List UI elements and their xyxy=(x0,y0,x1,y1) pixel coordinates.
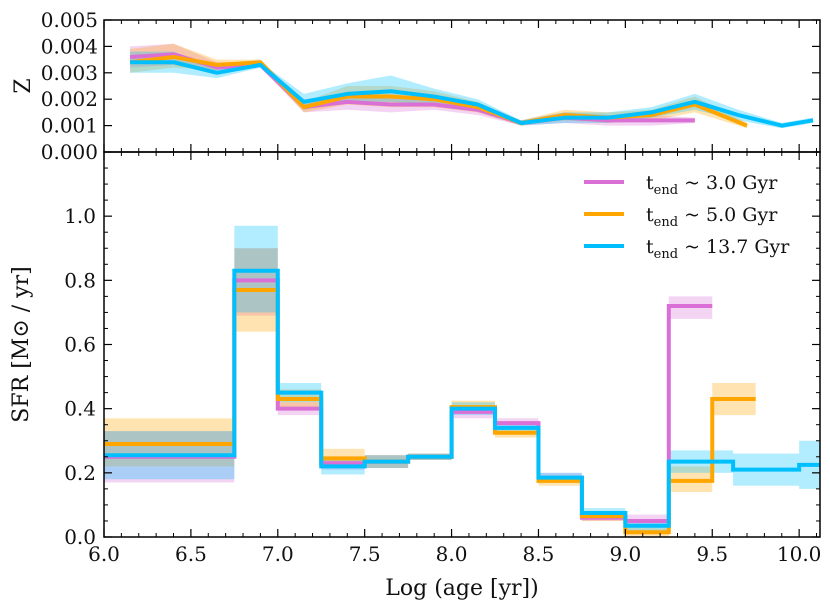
metallicity-ytick-label: 0.004 xyxy=(41,34,98,58)
sfr-panel: 0.0 0.2 0.4 0.6 0.8 1.0 6.0 6.5 7.0 7.5 8.0 8.5 9.0 9… xyxy=(9,151,822,601)
sfr-xtick-label: 7.0 xyxy=(262,542,294,566)
sfr-xtick-label: 8.0 xyxy=(436,542,468,566)
sfr-panel-frame xyxy=(103,151,821,538)
sfr-ytick-label: 0.0 xyxy=(64,525,96,549)
sfr-ytick-label: 0.4 xyxy=(64,397,96,421)
metallicity-axis-label: Z xyxy=(11,78,36,93)
sfr-axis-label: SFR [M⊙ / yr] xyxy=(9,266,34,422)
legend: tend ~ 3.0 Gyr tend ~ 5.0 Gyr tend ~ 13.7 … xyxy=(584,172,790,262)
metallicity-panel-frame xyxy=(103,19,821,153)
legend-entry: tend ~ 5.0 Gyr xyxy=(646,204,778,230)
metallicity-ytick-label: 0.002 xyxy=(41,87,98,111)
legend-entry: tend ~ 13.7 Gyr xyxy=(646,236,790,262)
metallicity-band-series-2 xyxy=(130,51,814,129)
metallicity-ytick-label: 0.001 xyxy=(41,114,98,138)
sfr-step-series-0 xyxy=(104,278,713,523)
metallicity-band-series-1 xyxy=(130,43,748,129)
sfr-step-series-1 xyxy=(104,287,756,535)
sfr-xtick-label: 10.0 xyxy=(777,542,822,566)
metallicity-ytick-label: 0.003 xyxy=(41,61,98,85)
sfr-ytick-label: 1.0 xyxy=(64,204,96,228)
metallicity-ytick-label: 0.000 xyxy=(41,140,98,164)
age-axis-label: Log (age [yr]) xyxy=(385,576,538,601)
sfr-step-series-2 xyxy=(104,268,820,528)
sfr-ytick-label: 0.2 xyxy=(64,461,96,485)
sfr-ytick-label: 0.8 xyxy=(64,268,96,292)
sfr-ytick-label: 0.6 xyxy=(64,333,96,357)
sfr-xtick-label: 6.0 xyxy=(88,542,120,566)
sfr-xtick-label: 6.5 xyxy=(175,542,207,566)
metallicity-ytick-label: 0.005 xyxy=(41,8,98,32)
sfr-xtick-label: 9.0 xyxy=(609,542,641,566)
sfr-xtick-label: 7.5 xyxy=(349,542,381,566)
sfr-xtick-label: 8.5 xyxy=(523,542,555,566)
metallicity-line-series-0 xyxy=(129,52,695,125)
sfr-xtick-label: 9.5 xyxy=(696,542,728,566)
legend-entry: tend ~ 3.0 Gyr xyxy=(646,172,778,198)
